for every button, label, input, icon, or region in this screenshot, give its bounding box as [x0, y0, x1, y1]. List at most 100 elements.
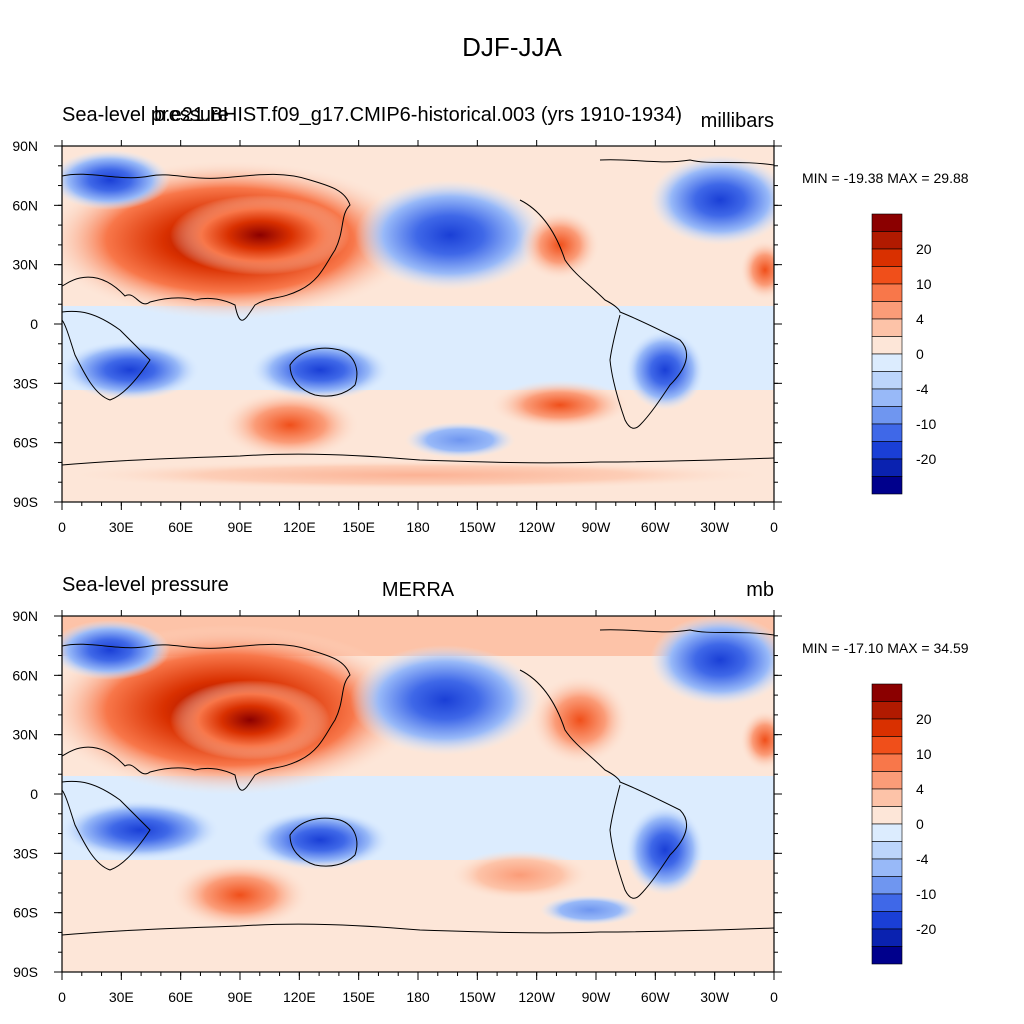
x-tick-label: 150W — [459, 989, 496, 1005]
x-tick-label: 30W — [700, 519, 730, 535]
colorbar-swatch — [871, 823, 903, 842]
figure-title: DJF-JJA — [462, 32, 562, 62]
y-tick-label: 60N — [12, 197, 38, 213]
x-tick-label: 60E — [168, 519, 193, 535]
x-tick-label: 90W — [582, 989, 612, 1005]
x-tick-label: 180 — [406, 519, 430, 535]
x-tick-label: 0 — [770, 989, 778, 1005]
x-tick-label: 60W — [641, 519, 671, 535]
y-tick-label: 30S — [13, 375, 38, 391]
slp-field — [62, 616, 774, 972]
colorbar-label: 4 — [916, 781, 924, 797]
x-tick-label: 30E — [109, 519, 134, 535]
x-tick-label: 30W — [700, 989, 730, 1005]
colorbar-label: 20 — [916, 241, 932, 257]
colorbar-swatch — [871, 928, 903, 947]
colorbar-swatch — [871, 353, 903, 372]
colorbar-label: -10 — [916, 416, 936, 432]
y-tick-label: 90S — [13, 964, 38, 980]
y-tick-label: 0 — [30, 786, 38, 802]
colorbar-swatch — [871, 213, 903, 232]
colorbar-swatch — [871, 266, 903, 285]
x-tick-label: 120W — [518, 519, 555, 535]
x-tick-label: 120E — [283, 989, 316, 1005]
colorbar-label: -20 — [916, 921, 936, 937]
colorbar-label: 0 — [916, 816, 924, 832]
x-tick-label: 120E — [283, 519, 316, 535]
colorbar-swatch — [871, 753, 903, 772]
colorbar-swatch — [871, 441, 903, 460]
colorbar-label: 10 — [916, 746, 932, 762]
colorbar-swatch — [871, 876, 903, 895]
x-tick-label: 60E — [168, 989, 193, 1005]
colorbar-swatch — [871, 423, 903, 442]
colorbar-swatch — [871, 788, 903, 807]
colorbar-swatch — [871, 406, 903, 425]
panel-center-title: MERRA — [381, 579, 455, 601]
colorbar-swatch — [871, 388, 903, 407]
colorbar-swatch — [871, 371, 903, 390]
colorbar-swatch — [871, 701, 903, 720]
minmax-label: MIN = -19.38 MAX = 29.88 — [802, 170, 969, 186]
colorbar-swatch — [871, 476, 903, 495]
colorbar-swatch — [871, 911, 903, 930]
y-tick-label: 60S — [13, 905, 38, 921]
y-tick-label: 30N — [12, 727, 38, 743]
x-tick-label: 0 — [770, 519, 778, 535]
colorbar-label: 0 — [916, 346, 924, 362]
panel-center-title: b.e21.BHIST.f09_g17.CMIP6-historical.003… — [153, 104, 683, 126]
y-tick-label: 90S — [13, 494, 38, 510]
x-tick-label: 60W — [641, 989, 671, 1005]
y-tick-label: 90N — [12, 138, 38, 154]
x-tick-label: 90W — [582, 519, 612, 535]
x-tick-label: 150W — [459, 519, 496, 535]
minmax-label: MIN = -17.10 MAX = 34.59 — [802, 640, 969, 656]
x-tick-label: 0 — [58, 519, 66, 535]
colorbar-swatch — [871, 718, 903, 737]
colorbar-swatch — [871, 283, 903, 302]
panel-units: mb — [746, 579, 774, 601]
x-tick-label: 150E — [342, 519, 375, 535]
coastline — [62, 159, 774, 466]
panel-left-title: Sea-level pressure — [62, 574, 229, 596]
colorbar-swatch — [871, 858, 903, 877]
x-tick-label: 150E — [342, 989, 375, 1005]
colorbar-label: 10 — [916, 276, 932, 292]
colorbar-label: -4 — [916, 851, 929, 867]
panel-left-title: Sea-level pressure — [62, 104, 229, 126]
x-tick-label: 90E — [228, 989, 253, 1005]
colorbar-swatch — [871, 946, 903, 965]
colorbar-label: 20 — [916, 711, 932, 727]
colorbar-swatch — [871, 841, 903, 860]
colorbar-label: -4 — [916, 381, 929, 397]
colorbar-swatch — [871, 736, 903, 755]
y-tick-label: 30N — [12, 257, 38, 273]
y-tick-label: 30S — [13, 845, 38, 861]
colorbar-swatch — [871, 683, 903, 702]
colorbar-swatch — [871, 336, 903, 355]
coastline — [62, 629, 774, 936]
y-tick-label: 60N — [12, 667, 38, 683]
x-tick-label: 30E — [109, 989, 134, 1005]
x-tick-label: 90E — [228, 519, 253, 535]
colorbar-label: 4 — [916, 311, 924, 327]
colorbar-label: -20 — [916, 451, 936, 467]
colorbar-swatch — [871, 771, 903, 790]
colorbar-swatch — [871, 301, 903, 320]
colorbar-swatch — [871, 458, 903, 477]
x-tick-label: 180 — [406, 989, 430, 1005]
panel-units: millibars — [700, 110, 774, 132]
colorbar-label: -10 — [916, 886, 936, 902]
slp-field — [62, 146, 774, 502]
colorbar-swatch — [871, 318, 903, 337]
y-tick-label: 90N — [12, 608, 38, 624]
colorbar-swatch — [871, 231, 903, 250]
colorbar-swatch — [871, 806, 903, 825]
x-tick-label: 120W — [518, 989, 555, 1005]
x-tick-label: 0 — [58, 989, 66, 1005]
y-tick-label: 0 — [30, 316, 38, 332]
y-tick-label: 60S — [13, 435, 38, 451]
colorbar-swatch — [871, 248, 903, 267]
colorbar-swatch — [871, 893, 903, 912]
